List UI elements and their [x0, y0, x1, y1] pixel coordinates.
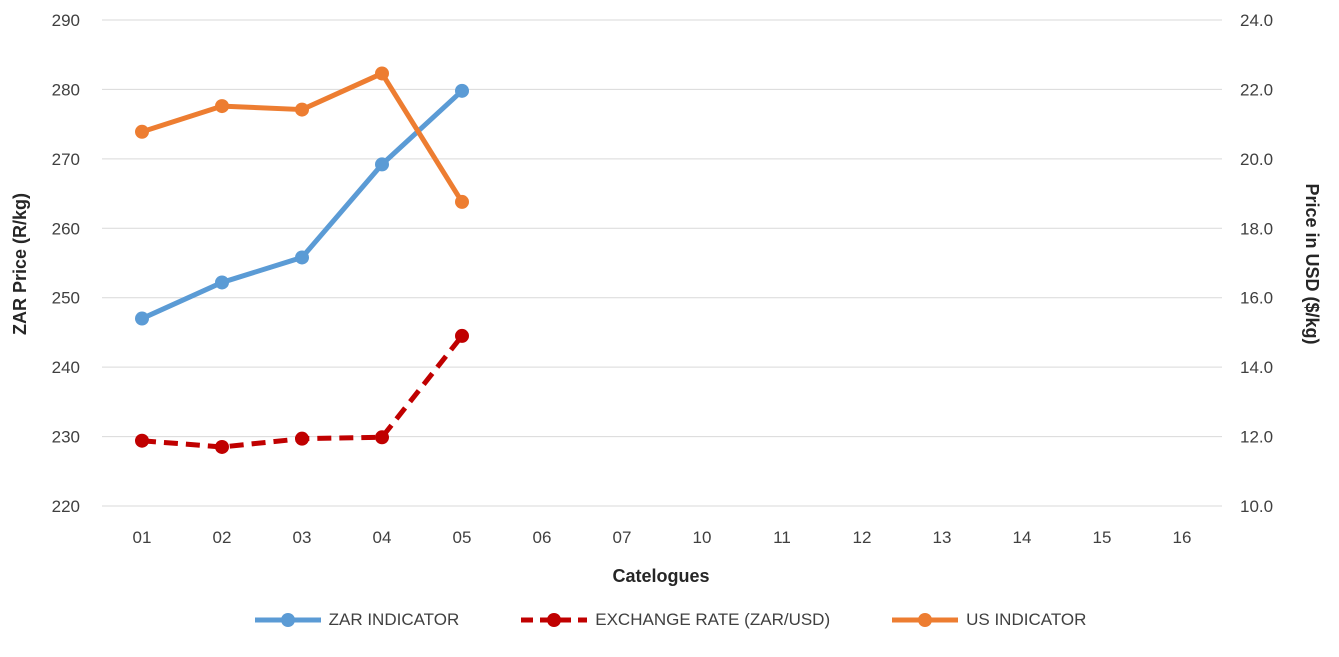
y-tick-label: 220	[52, 497, 80, 516]
y-tick-label: 240	[52, 358, 80, 377]
y2-tick-label: 24.0	[1240, 11, 1273, 30]
legend-label-exchange: EXCHANGE RATE (ZAR/USD)	[595, 610, 831, 629]
data-point	[295, 250, 309, 265]
legend-swatch-zar	[254, 613, 321, 627]
data-point	[135, 124, 149, 139]
y2-tick-label: 22.0	[1240, 80, 1273, 99]
x-tick-label: 05	[453, 528, 472, 547]
y2-tick-label: 18.0	[1240, 219, 1273, 238]
series-line	[141, 334, 464, 450]
legend-swatch-us	[892, 613, 959, 627]
data-point	[215, 439, 229, 454]
y2-tick-label: 10.0	[1240, 497, 1273, 516]
series-1	[135, 328, 469, 454]
data-point	[215, 275, 229, 290]
data-point	[295, 102, 309, 117]
x-tick-label: 12	[853, 528, 872, 547]
data-point	[375, 430, 389, 445]
legend-swatch-exchange	[521, 613, 588, 627]
x-tick-label: 16	[1173, 528, 1192, 547]
x-tick-label: 04	[373, 528, 392, 547]
y-tick-label: 260	[52, 219, 80, 238]
x-tick-label: 02	[213, 528, 232, 547]
legend-item-us-indicator: US INDICATOR	[890, 610, 1086, 630]
legend-label-zar: ZAR INDICATOR	[328, 610, 460, 629]
data-point	[455, 328, 469, 343]
data-point	[375, 66, 389, 81]
y-tick-label: 230	[52, 428, 80, 447]
legend: ZAR INDICATOR EXCHANGE RATE (ZAR/USD) US…	[0, 610, 1339, 630]
x-tick-label: 11	[773, 528, 791, 547]
y-tick-label: 290	[52, 11, 80, 30]
y-tick-label: 280	[52, 80, 80, 99]
x-tick-label: 06	[533, 528, 552, 547]
x-tick-label: 01	[133, 528, 152, 547]
y-axis-title: ZAR Price (R/kg)	[10, 193, 30, 335]
legend-item-exchange-rate: EXCHANGE RATE (ZAR/USD)	[519, 610, 830, 630]
gridlines	[102, 19, 1222, 507]
series-lines	[135, 66, 469, 454]
y2-tick-label: 14.0	[1240, 358, 1273, 377]
series-0	[135, 83, 469, 326]
data-point	[295, 431, 309, 446]
series-2	[135, 66, 469, 209]
x-tick-label: 15	[1093, 528, 1112, 547]
chart: 220 230 240 250 260 270 280 290 10.0 12.0 14.0 16.…	[10, 11, 1322, 586]
right-axis-ticks: 10.0 12.0 14.0 16.0 18.0 20.0 22.0 24.0	[1240, 11, 1273, 516]
y-tick-label: 270	[52, 150, 80, 169]
y2-axis-title: Price in USD ($/kg)	[1302, 183, 1322, 344]
x-tick-label: 10	[693, 528, 712, 547]
data-point	[215, 99, 229, 114]
y2-tick-label: 12.0	[1240, 428, 1273, 447]
x-axis-ticks: 01 02 03 04 05 06 07 10 11 12 13 14 15 16	[133, 528, 1192, 547]
data-point	[455, 194, 469, 209]
y-tick-label: 250	[52, 289, 80, 308]
x-tick-label: 14	[1013, 528, 1032, 547]
legend-label-us: US INDICATOR	[966, 610, 1087, 629]
data-point	[135, 433, 149, 448]
left-axis-ticks: 220 230 240 250 260 270 280 290	[52, 11, 80, 516]
x-tick-label: 13	[933, 528, 952, 547]
data-point	[375, 157, 389, 172]
legend-item-zar-indicator: ZAR INDICATOR	[253, 610, 460, 630]
y2-tick-label: 20.0	[1240, 150, 1273, 169]
data-point	[455, 83, 469, 98]
data-point	[135, 311, 149, 326]
y2-tick-label: 16.0	[1240, 289, 1273, 308]
x-axis-title: Catelogues	[612, 566, 709, 586]
x-tick-label: 07	[613, 528, 632, 547]
x-tick-label: 03	[293, 528, 312, 547]
